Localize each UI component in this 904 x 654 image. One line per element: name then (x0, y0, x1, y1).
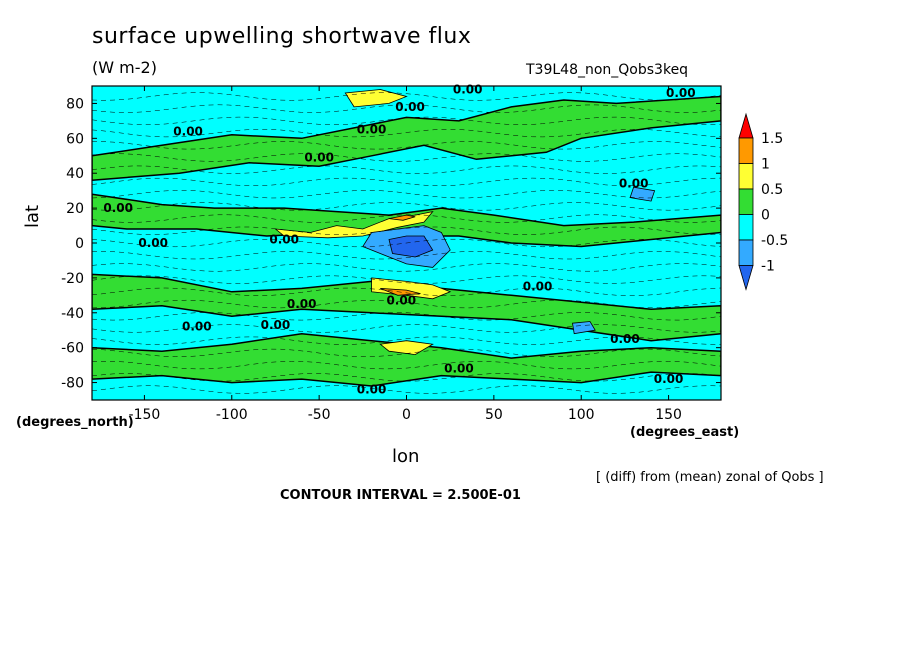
x-axis-units: (degrees_east) (630, 425, 740, 440)
contour-label: 0.00 (103, 201, 133, 215)
shaded-region (629, 186, 656, 202)
contour-label: 0.00 (453, 82, 483, 96)
contour-label: 0.00 (395, 100, 425, 114)
x-tick-label: 0 (402, 407, 411, 423)
contour-label: 0.00 (523, 280, 553, 294)
x-tick-label: 100 (568, 407, 595, 423)
y-axis-units: (degrees_north) (16, 415, 134, 430)
y-tick-label: 20 (66, 201, 84, 217)
contour-line (92, 336, 721, 345)
contour-label: 0.00 (173, 124, 203, 138)
contour-line (92, 214, 721, 223)
contour-line (92, 116, 721, 125)
chart-title: surface upwelling shortwave flux (92, 24, 472, 49)
shaded-region (92, 332, 721, 387)
contour-line (92, 312, 721, 321)
contour-line (92, 153, 721, 162)
colorbar-label: 1 (761, 157, 770, 173)
colorbar-label: 1.5 (761, 131, 783, 147)
contour-label: 0.00 (261, 318, 291, 332)
contour-label: 0.00 (444, 362, 474, 376)
contour-label: 0.00 (619, 177, 649, 191)
contour-line (92, 251, 721, 260)
x-tick-label: -50 (308, 407, 331, 423)
y-tick-label: -80 (61, 376, 84, 392)
colorbar-swatch (738, 188, 754, 215)
contour-label: 0.00 (269, 233, 299, 247)
contour-line (92, 202, 721, 211)
x-tick-label: 150 (655, 407, 682, 423)
contour-line (92, 373, 721, 382)
contour-line (92, 348, 721, 357)
colorbar-swatch (738, 137, 754, 164)
contour-label: 0.00 (386, 294, 416, 308)
colorbar-arrow-bottom (738, 265, 754, 291)
contour-line (92, 165, 721, 174)
shaded-region (379, 340, 434, 356)
y-tick-label: -60 (61, 341, 84, 357)
colorbar-label: -1 (761, 259, 775, 275)
y-tick-label: -20 (61, 271, 84, 287)
colorbar-swatch (738, 163, 754, 190)
colorbar-label: 0.5 (761, 182, 783, 198)
contour-label: 0.00 (610, 332, 640, 346)
y-tick-label: 80 (66, 96, 84, 112)
shaded-region (572, 321, 596, 335)
contour-line (92, 92, 721, 101)
contour-line (92, 385, 721, 394)
x-tick-label: -150 (129, 407, 161, 423)
contour-line (92, 141, 721, 150)
y-tick-label: 60 (66, 131, 84, 147)
contour-line (92, 263, 721, 272)
contour-label: 0.00 (666, 86, 696, 100)
colorbar-swatch (738, 214, 754, 241)
y-tick-label: 0 (75, 236, 84, 252)
contour-line (92, 324, 721, 333)
shaded-region (92, 273, 721, 342)
contour-line (92, 177, 721, 187)
contour-line (92, 299, 721, 309)
shaded-region (92, 95, 721, 181)
diff-note: [ (diff) from (mean) zonal of Qobs ] (596, 470, 824, 485)
colorbar-swatch (738, 239, 754, 266)
colorbar-label: -0.5 (761, 233, 788, 249)
contour-label: 0.00 (182, 320, 212, 334)
x-tick-label: -100 (216, 407, 248, 423)
contour-line (92, 238, 721, 248)
colorbar-label: 0 (761, 208, 770, 224)
contour-line (92, 226, 721, 235)
y-tick-label: -40 (61, 306, 84, 322)
contour-line (92, 275, 721, 284)
contour-label: 0.00 (138, 236, 168, 250)
contour-line (92, 361, 721, 370)
shaded-region (371, 277, 452, 300)
shaded-region (388, 235, 434, 258)
contour-label: 0.00 (357, 123, 387, 137)
contour-line (92, 287, 721, 296)
shaded-region (388, 214, 416, 221)
contour-label: 0.00 (654, 372, 684, 386)
x-axis-label: lon (392, 446, 420, 467)
contour-line (92, 190, 721, 199)
contour-interval: CONTOUR INTERVAL = 2.500E-01 (280, 488, 521, 503)
x-tick-label: 50 (485, 407, 503, 423)
contour-line (92, 104, 721, 113)
contour-line (92, 129, 721, 138)
run-label: T39L48_non_Qobs3keq (526, 62, 689, 78)
chart-units: (W m-2) (92, 58, 157, 77)
y-tick-label: 40 (66, 166, 84, 182)
contour-label: 0.00 (357, 383, 387, 397)
contour-label: 0.00 (287, 297, 317, 311)
colorbar-arrow-top (738, 112, 754, 139)
contour-label: 0.00 (304, 151, 334, 165)
